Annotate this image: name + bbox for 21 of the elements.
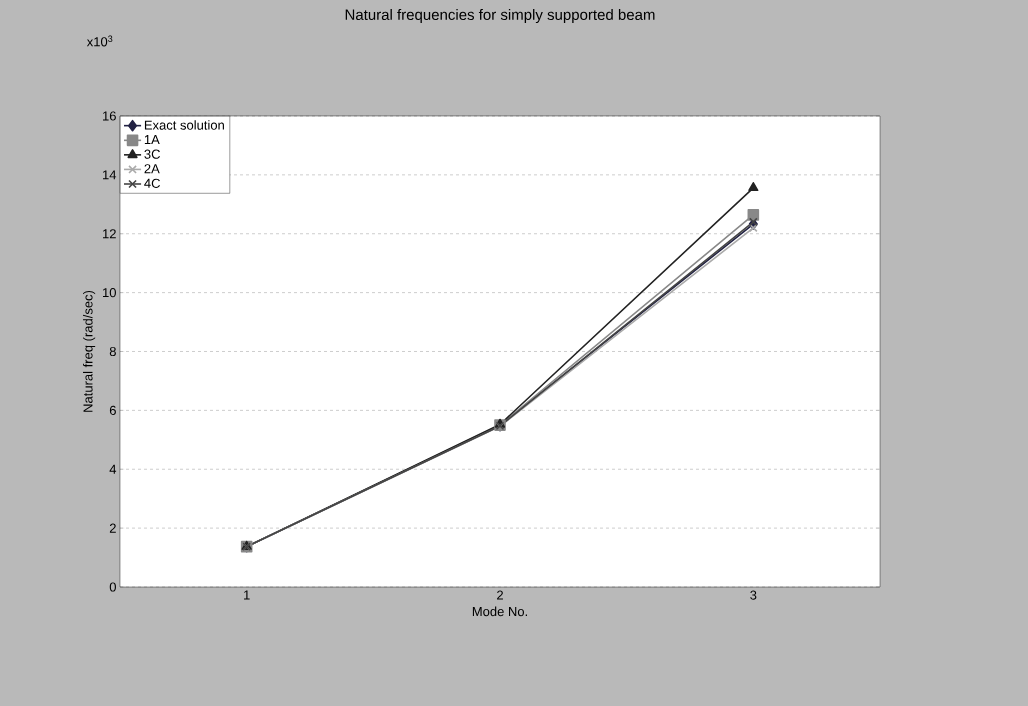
legend-label: 2A	[144, 164, 160, 174]
y-tick-label: 14	[103, 170, 117, 180]
y-tick-label: 6	[109, 405, 116, 415]
legend-label: 3C	[144, 149, 160, 159]
y-tick-label: 16	[103, 111, 116, 121]
legend-label: 1A	[144, 135, 160, 145]
legend-label: Exact solution	[144, 120, 224, 130]
x-tick-label: 1	[244, 590, 250, 600]
chart-title: Natural frequencies for simply supported beam	[345, 9, 655, 23]
x-tick-label: 2	[497, 590, 503, 600]
y-tick-label: 2	[109, 523, 116, 533]
y-tick-label: 12	[103, 229, 116, 239]
x-axis-title: Mode No.	[472, 606, 527, 617]
y-tick-label: 4	[109, 464, 117, 474]
text: x10$^{3}$	[86, 35, 113, 47]
x-tick-label: 3	[750, 590, 757, 600]
y-axis-title: Natural freq (rad/sec)	[83, 290, 96, 412]
y-tick-label: 8	[109, 346, 116, 357]
legend-label: 4C	[144, 178, 160, 188]
y-tick-label: 10	[103, 288, 116, 298]
y-tick-label: 0	[109, 582, 116, 592]
